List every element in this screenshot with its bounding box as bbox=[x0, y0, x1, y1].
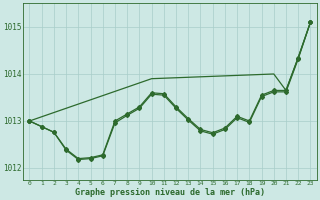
X-axis label: Graphe pression niveau de la mer (hPa): Graphe pression niveau de la mer (hPa) bbox=[75, 188, 265, 197]
